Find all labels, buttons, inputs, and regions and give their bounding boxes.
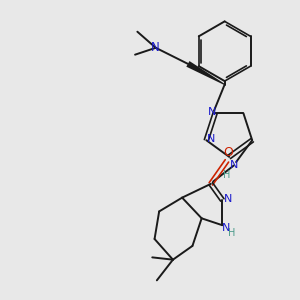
Text: O: O: [223, 146, 233, 159]
Polygon shape: [186, 61, 225, 85]
Text: N: N: [222, 223, 230, 232]
Text: H: H: [223, 170, 231, 180]
Text: N: N: [207, 134, 215, 144]
Text: N: N: [230, 160, 238, 170]
Text: N: N: [207, 107, 216, 117]
Text: N: N: [152, 41, 160, 54]
Text: N: N: [224, 194, 232, 204]
Text: H: H: [228, 228, 236, 238]
